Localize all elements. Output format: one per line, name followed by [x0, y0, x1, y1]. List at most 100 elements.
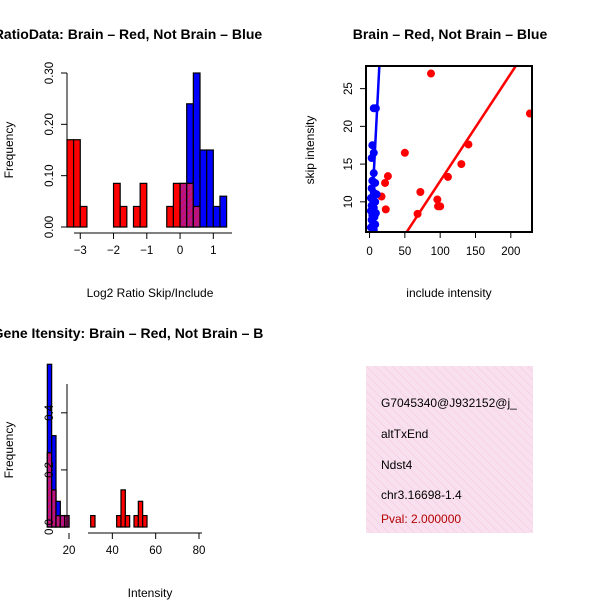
x-tick-label: 1 — [210, 245, 216, 257]
brain-point — [464, 140, 473, 149]
brain-point — [413, 209, 422, 218]
intensity-hist-xticks: 20 40 60 80 — [63, 533, 206, 557]
not-brain-bar — [212, 205, 221, 228]
brain-point — [381, 205, 390, 214]
ratio-hist-title: RatioData: Brain – Red, Not Brain – Blue — [0, 26, 262, 42]
intensity-hist-yticks: 0.0 0.2 0.4 — [44, 404, 67, 535]
brain-bar — [139, 182, 148, 228]
intensity-hist-ylabel: Frequency — [2, 422, 16, 479]
info-box-background — [366, 366, 533, 533]
brain-point — [383, 172, 392, 181]
x-tick-label: −2 — [107, 245, 120, 257]
intensity-histogram-panel: Gene Itensity: Brain – Red, Not Brain – … — [0, 325, 263, 600]
scatter-panel: Brain – Red, Not Brain – Blue 0 50 100 150 2… — [303, 26, 548, 300]
x-tick-label: 80 — [193, 545, 206, 557]
brain-point — [433, 195, 442, 204]
x-tick-label: 20 — [63, 545, 76, 557]
brain-point — [436, 202, 445, 211]
brain-fit-line — [405, 66, 518, 232]
y-tick-label: 25 — [343, 82, 355, 95]
info-gene-id: G7045340@J932152@j_ — [381, 396, 517, 410]
ratio-hist-bars — [66, 72, 228, 228]
not-brain-point — [371, 104, 380, 113]
brain-point — [443, 172, 452, 181]
not-brain-bar — [192, 72, 201, 228]
ratio-histogram-panel: RatioData: Brain – Red, Not Brain – Blue… — [0, 26, 262, 300]
scatter-yticks: 10 15 20 25 — [343, 82, 366, 208]
brain-bar — [124, 514, 131, 528]
not-brain-point — [367, 154, 376, 163]
x-tick-label: −3 — [74, 245, 87, 257]
ratio-hist-yticks: 0.00 0.10 0.20 0.30 — [44, 62, 67, 238]
info-pval: Pval: 2.000000 — [381, 512, 461, 526]
scatter-ylabel: skip intensity — [303, 116, 317, 185]
brain-bar — [112, 182, 121, 228]
intensity-hist-bars — [46, 363, 148, 528]
brain-bar — [90, 514, 96, 528]
y-tick-label: 0.4 — [44, 404, 56, 421]
scatter-xlabel: include intensity — [406, 286, 491, 300]
y-tick-label: 20 — [343, 120, 355, 133]
not-brain-point — [372, 190, 381, 199]
not-brain-point — [369, 225, 378, 232]
brain-bar — [79, 205, 88, 228]
x-tick-label: 200 — [501, 246, 520, 258]
x-tick-label: 150 — [466, 246, 485, 258]
x-tick-label: 0 — [366, 246, 372, 258]
brain-bar — [137, 500, 144, 528]
overlap-bar-hatch — [55, 514, 61, 528]
brain-bar — [172, 182, 181, 228]
scatter-plot-frame — [365, 65, 533, 233]
brain-bar — [116, 514, 122, 528]
x-tick-label: 100 — [431, 246, 450, 258]
scatter-title: Brain – Red, Not Brain – Blue — [353, 26, 548, 42]
scatter-xticks: 0 50 100 150 200 — [366, 232, 520, 258]
brain-bar — [119, 205, 128, 228]
intensity-hist-title: Gene Itensity: Brain – Red, Not Brain – … — [0, 325, 263, 341]
scatter-points — [366, 69, 532, 232]
info-panel: G7045340@J932152@j_ altTxEnd Ndst4 chr3.… — [366, 366, 533, 533]
info-event-type: altTxEnd — [381, 427, 428, 441]
not-brain-bar — [206, 149, 214, 228]
ratio-hist-xticks: −3 −2 −1 0 1 — [74, 233, 217, 257]
y-tick-label: 0.20 — [44, 113, 56, 135]
x-tick-label: 50 — [398, 246, 411, 258]
x-tick-label: 0 — [177, 245, 183, 257]
info-gene-symbol: Ndst4 — [381, 458, 413, 472]
x-tick-label: −1 — [140, 245, 153, 257]
brain-bar — [142, 514, 148, 528]
brain-point — [400, 148, 409, 157]
overlap-bar-hatch — [192, 205, 201, 228]
overlap-bar-hatch — [179, 182, 188, 228]
y-tick-label: 0.2 — [44, 462, 56, 478]
brain-bar — [166, 205, 175, 228]
not-brain-point — [368, 141, 377, 150]
y-tick-label: 10 — [343, 195, 355, 208]
brain-bar — [132, 205, 141, 228]
overlap-bar-hatch — [186, 182, 194, 228]
not-brain-bar — [219, 195, 228, 228]
overlap-bar-hatch — [59, 514, 66, 528]
y-tick-label: 15 — [343, 158, 355, 171]
y-tick-label: 0.00 — [44, 216, 56, 238]
ratio-hist-ylabel: Frequency — [2, 122, 16, 179]
not-brain-bar — [199, 149, 208, 228]
y-tick-label: 0.10 — [44, 164, 56, 186]
brain-bar — [73, 139, 81, 228]
ratio-hist-xlabel: Log2 Ratio Skip/Include — [87, 286, 214, 300]
y-tick-label: 0.30 — [44, 62, 56, 84]
brain-bar — [66, 139, 75, 228]
brain-point — [525, 109, 532, 118]
x-tick-label: 40 — [106, 545, 119, 557]
brain-point — [416, 188, 425, 197]
info-locus: chr3.16698-1.4 — [381, 488, 462, 502]
intensity-hist-xlabel: Intensity — [128, 586, 173, 600]
y-tick-label: 0.0 — [44, 519, 56, 535]
brain-point — [457, 160, 466, 169]
x-tick-label: 60 — [149, 545, 162, 557]
not-brain-point — [369, 169, 378, 178]
scatter-fit-lines — [369, 66, 518, 232]
brain-bar — [133, 514, 139, 528]
